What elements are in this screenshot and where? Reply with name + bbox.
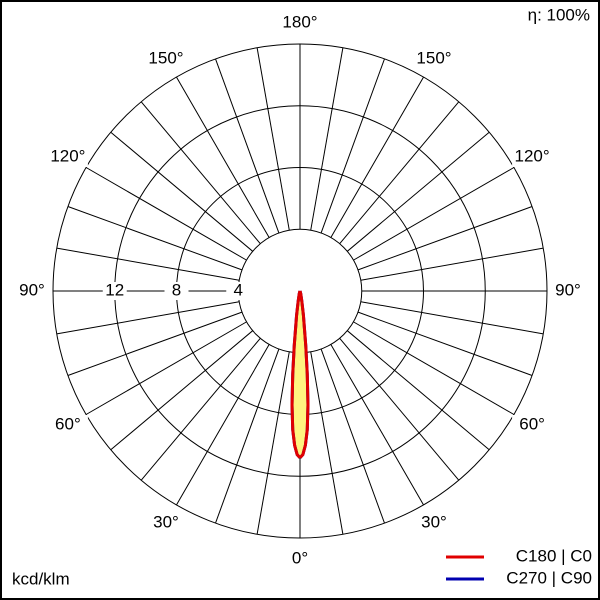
tick-label-bg [164,282,189,300]
spoke [320,348,385,524]
spoke [339,101,460,245]
angle-label: 90° [555,280,581,299]
angle-label-bg [414,513,454,534]
angle-label: 180° [282,12,317,31]
angle-label-bg [280,13,320,33]
angle-label-bg [280,549,320,569]
angle-label-bg [47,415,88,435]
spoke [330,344,424,506]
spoke [67,206,243,271]
angle-label-bg [146,513,186,534]
r-tick-label: 4 [234,280,243,299]
outer-circle [52,43,548,539]
spoke [67,311,243,376]
spoke [140,101,261,245]
spoke [346,131,490,252]
angle-label: 30° [421,513,447,532]
angle-label-bg [512,147,553,167]
spoke [256,351,290,535]
spoke [176,344,270,506]
angle-label: 90° [19,280,45,299]
legend-label: C270 | C90 [506,568,592,587]
beam-area [300,291,308,458]
angle-label: 150° [416,48,451,67]
angle-label-bg [512,415,553,435]
spoke [310,351,344,535]
spoke [140,337,261,481]
angle-label: 0° [292,548,308,567]
spoke [176,76,270,238]
spoke [357,311,533,376]
spoke [56,247,240,281]
spoke [215,58,280,234]
r-tick-label: 12 [105,280,124,299]
r-tick-label: 8 [172,280,181,299]
beam-curve [290,290,302,459]
spoke [339,337,460,481]
angle-label: 120° [515,146,550,165]
angle-label: 120° [50,146,85,165]
legend-label: C180 | C0 [516,546,592,565]
efficiency: η: 100% [528,5,590,24]
spoke [353,321,515,415]
spoke [256,47,290,231]
spoke [360,247,544,281]
angle-label: 60° [519,414,545,433]
spoke [346,330,490,451]
spoke [320,58,385,234]
angle-label-bg [146,48,186,69]
spoke [110,131,254,252]
angle-label-bg [414,48,454,69]
angle-label: 60° [55,414,81,433]
spoke [357,206,533,271]
beam-area [292,291,300,458]
spoke [310,47,344,231]
spoke [330,76,424,238]
angle-label-bg [12,281,52,301]
spoke [353,167,515,261]
spoke [215,348,280,524]
tick-label-bg [226,282,251,300]
spoke [110,330,254,451]
spoke [360,301,544,335]
unit-label: kcd/klm [12,569,70,588]
angle-label-bg [548,281,588,301]
tick-label-bg [102,282,127,300]
angle-label-bg [47,147,88,167]
angle-label: 150° [148,48,183,67]
spoke [85,167,247,261]
spoke [56,301,240,335]
spoke [85,321,247,415]
angle-label: 30° [153,513,179,532]
